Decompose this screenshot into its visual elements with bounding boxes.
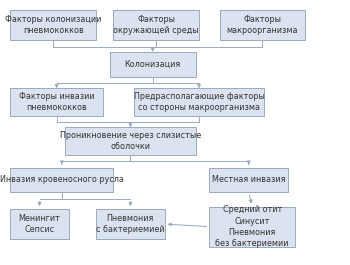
FancyBboxPatch shape <box>10 88 103 116</box>
FancyBboxPatch shape <box>10 209 69 239</box>
Text: Колонизация: Колонизация <box>125 60 181 69</box>
Text: Факторы
макроорганизма: Факторы макроорганизма <box>227 15 298 36</box>
Text: Факторы колонизации
пневмококков: Факторы колонизации пневмококков <box>5 15 102 36</box>
FancyBboxPatch shape <box>209 167 288 192</box>
Text: Пневмония
с бактериемией: Пневмония с бактериемией <box>96 214 165 234</box>
FancyBboxPatch shape <box>110 52 196 77</box>
FancyBboxPatch shape <box>96 209 165 239</box>
Text: Факторы инвазии
пневмококков: Факторы инвазии пневмококков <box>19 92 94 112</box>
FancyBboxPatch shape <box>10 167 113 192</box>
FancyBboxPatch shape <box>219 10 305 40</box>
FancyBboxPatch shape <box>113 10 199 40</box>
Text: Средний отит
Синусит
Пневмония
без бактериемии: Средний отит Синусит Пневмония без бакте… <box>215 205 289 248</box>
FancyBboxPatch shape <box>134 88 264 116</box>
FancyBboxPatch shape <box>209 206 295 247</box>
Text: Предрасполагающие факторы
со стороны макроорганизма: Предрасполагающие факторы со стороны мак… <box>134 92 265 112</box>
FancyBboxPatch shape <box>65 127 196 154</box>
Text: Инвазия кровеносного русла: Инвазия кровеносного русла <box>0 175 124 184</box>
FancyBboxPatch shape <box>10 10 96 40</box>
Text: Факторы
окружающей среды: Факторы окружающей среды <box>113 15 199 36</box>
Text: Менингит
Сепсис: Менингит Сепсис <box>19 214 61 234</box>
Text: Местная инвазия: Местная инвазия <box>212 175 286 184</box>
Text: Проникновение через слизистые
оболочки: Проникновение через слизистые оболочки <box>60 131 201 151</box>
